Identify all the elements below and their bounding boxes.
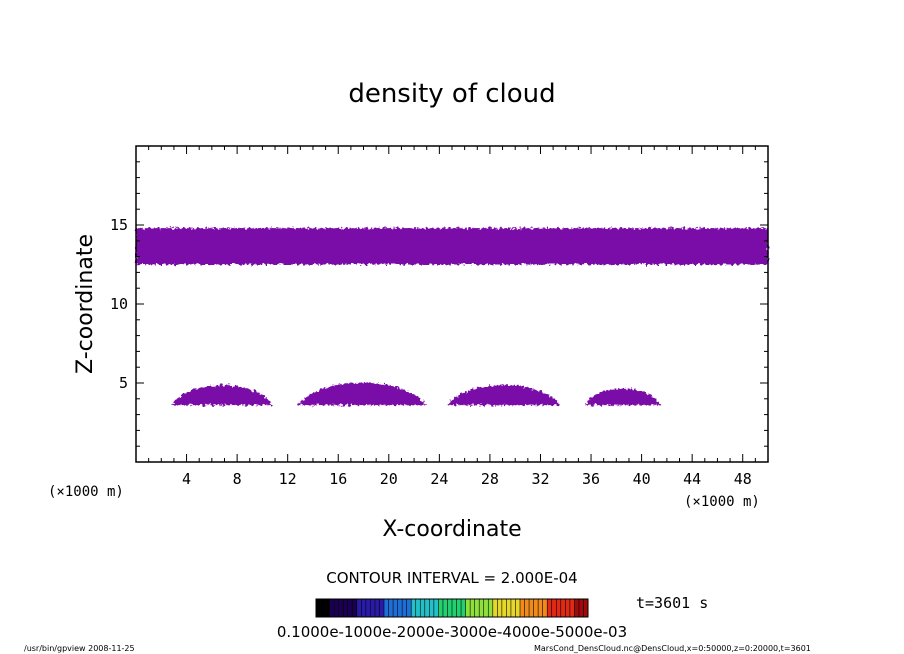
colorbar-labels: 0.1000e-1000e-2000e-3000e-4000e-5000e-03 bbox=[277, 623, 627, 641]
colorbar-cell bbox=[325, 599, 330, 617]
colorbar-frame bbox=[315, 598, 589, 618]
colorbar-cell bbox=[574, 599, 579, 617]
x-tick-label: 8 bbox=[233, 470, 242, 488]
x-unit-left: (×1000 m) bbox=[48, 484, 124, 500]
footer-right: MarsCond_DensCloud.nc@DensCloud,x=0:5000… bbox=[534, 644, 811, 653]
x-tick-label: 32 bbox=[531, 470, 549, 488]
colorbar-cell bbox=[529, 599, 534, 617]
y-axis-label: Z-coordinate bbox=[73, 234, 98, 374]
x-tick-label: 36 bbox=[582, 470, 600, 488]
colorbar-cell bbox=[393, 599, 398, 617]
x-tick-label: 4 bbox=[182, 470, 191, 488]
colorbar-cell bbox=[411, 599, 416, 617]
cloud-region-3 bbox=[297, 382, 427, 406]
colorbar-cell bbox=[551, 599, 557, 617]
colorbar-cell bbox=[415, 599, 421, 617]
colorbar-cell bbox=[569, 599, 575, 617]
y-axis-ticks: 5 10 15 bbox=[110, 161, 768, 447]
y-tick-label: 10 bbox=[110, 295, 128, 313]
colorbar-cell bbox=[556, 599, 561, 617]
colorbar-cell bbox=[442, 599, 448, 617]
x-tick-label: 40 bbox=[633, 470, 651, 488]
colorbar-cell bbox=[402, 599, 407, 617]
colorbar-cell bbox=[406, 599, 412, 617]
colorbar-cell bbox=[533, 599, 539, 617]
colorbar-cell bbox=[433, 599, 439, 617]
colorbar-cell bbox=[352, 599, 357, 617]
x-tick-label: 16 bbox=[329, 470, 347, 488]
colorbar-cell bbox=[374, 599, 380, 617]
contour-interval-label: CONTOUR INTERVAL = 2.000E-04 bbox=[326, 569, 577, 587]
colorbar-cell bbox=[447, 599, 452, 617]
colorbar-cell bbox=[542, 599, 548, 617]
colorbar-cell bbox=[379, 599, 384, 617]
y-tick-label: 15 bbox=[110, 216, 128, 234]
colorbar-cell bbox=[370, 599, 375, 617]
colorbar-cell bbox=[438, 599, 443, 617]
colorbar-cell bbox=[429, 599, 434, 617]
x-tick-label: 28 bbox=[481, 470, 499, 488]
x-tick-label: 20 bbox=[380, 470, 398, 488]
colorbar-cell bbox=[356, 599, 362, 617]
colorbar-cell bbox=[420, 599, 425, 617]
cloud-region-5 bbox=[584, 388, 661, 406]
colorbar-cell bbox=[501, 599, 507, 617]
cloud-layer bbox=[136, 228, 768, 406]
colorbar-cell bbox=[334, 599, 339, 617]
colorbar-cell bbox=[578, 599, 584, 617]
colorbar-cell bbox=[565, 599, 570, 617]
x-tick-label: 24 bbox=[430, 470, 448, 488]
colorbar-cell bbox=[397, 599, 403, 617]
colorbar-cell bbox=[510, 599, 516, 617]
colorbar-cell bbox=[520, 599, 525, 617]
colorbar-cell bbox=[497, 599, 502, 617]
colorbar-cell bbox=[388, 599, 394, 617]
colorbar-cell bbox=[547, 599, 552, 617]
colorbar-cell bbox=[343, 599, 348, 617]
colorbar-cell bbox=[347, 599, 353, 617]
colorbar-cell bbox=[583, 599, 588, 617]
colorbar-cell bbox=[365, 599, 371, 617]
colorbar-cell bbox=[515, 599, 520, 617]
colorbar-cell bbox=[483, 599, 489, 617]
colorbar-cell bbox=[452, 599, 457, 617]
colorbar-cell bbox=[316, 599, 321, 617]
x-unit-right: (×1000 m) bbox=[684, 494, 760, 510]
x-axis-label: X-coordinate bbox=[382, 517, 521, 542]
colorbar-cell bbox=[492, 599, 498, 617]
colorbar-cell bbox=[506, 599, 511, 617]
colorbar-cell bbox=[524, 599, 530, 617]
chart-title: density of cloud bbox=[348, 79, 555, 109]
colorbar-cell bbox=[424, 599, 430, 617]
colorbar-cell bbox=[474, 599, 480, 617]
colorbar-cell bbox=[538, 599, 543, 617]
colorbar-cell bbox=[361, 599, 366, 617]
colorbar-cell bbox=[338, 599, 344, 617]
colorbar-cell bbox=[461, 599, 466, 617]
colorbar-cell bbox=[470, 599, 475, 617]
plot-frame bbox=[135, 145, 769, 463]
cloud-region-4 bbox=[446, 384, 561, 406]
cloud-region-2 bbox=[171, 384, 273, 406]
x-axis-ticks: 4 8 12 16 20 24 28 32 36 40 44 48 bbox=[148, 146, 756, 488]
x-tick-label: 48 bbox=[734, 470, 752, 488]
cloud-region-1 bbox=[136, 228, 768, 265]
colorbar-cell bbox=[465, 599, 471, 617]
colorbar-cell bbox=[320, 599, 326, 617]
x-tick-label: 44 bbox=[683, 470, 701, 488]
footer-left: /usr/bin/gpview 2008-11-25 bbox=[24, 644, 135, 653]
x-tick-label: 12 bbox=[279, 470, 297, 488]
colorbar-cell bbox=[479, 599, 484, 617]
y-tick-label: 5 bbox=[119, 374, 128, 392]
time-label: t=3601 s bbox=[636, 594, 708, 612]
colorbar-cell bbox=[456, 599, 462, 617]
colorbar-cell bbox=[560, 599, 566, 617]
colorbar-cell bbox=[384, 599, 389, 617]
colorbar-cell bbox=[488, 599, 493, 617]
colorbar bbox=[315, 599, 588, 617]
colorbar-cell bbox=[329, 599, 335, 617]
